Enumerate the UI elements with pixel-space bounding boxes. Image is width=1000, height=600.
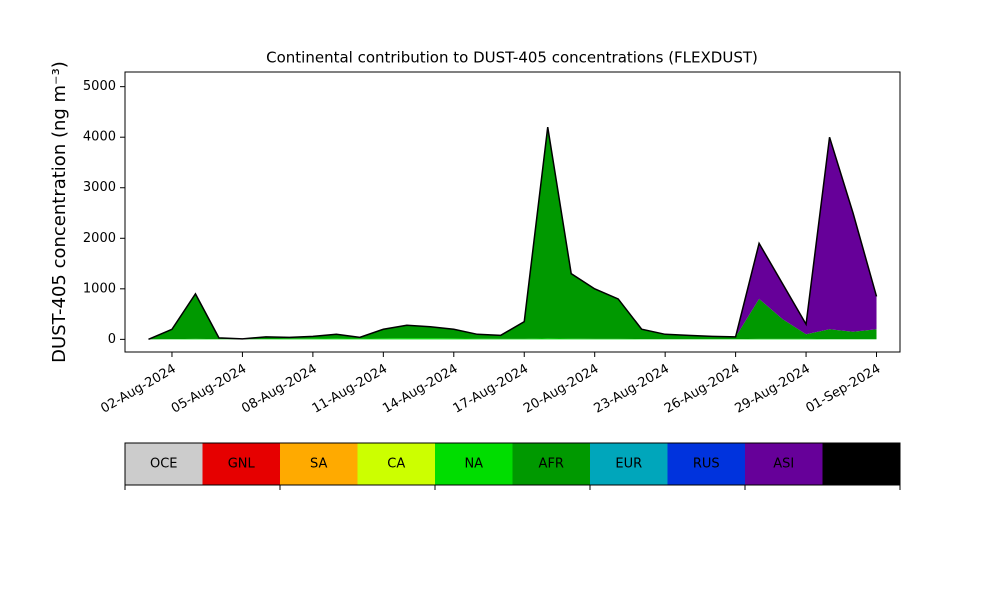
total-outline: [148, 126, 878, 341]
legend-swatch: [202, 443, 280, 485]
legend-label: SA: [310, 457, 327, 472]
legend-swatch: [590, 443, 668, 485]
legend-label: NA: [464, 457, 483, 472]
y-tick-label: 5000: [83, 79, 116, 94]
legend-ticks: [124, 485, 901, 490]
legend-label: AFR: [539, 457, 564, 472]
legend-label: GNL: [228, 457, 256, 472]
legend-swatch: [512, 443, 590, 485]
chart-title: Continental contribution to DUST-405 con…: [266, 49, 758, 67]
legend-swatch: [822, 443, 900, 485]
y-tick-label: 3000: [83, 180, 116, 195]
legend-label: EUR: [615, 457, 642, 472]
y-tick-label: 2000: [83, 231, 116, 246]
y-tick-label: 0: [108, 332, 116, 347]
y-axis-label: DUST-405 concentration (ng m⁻³): [49, 61, 70, 363]
legend-swatch: [125, 443, 203, 485]
legend: OCE GNL SA CA NA AFR EUR RUS ASI AUS: [124, 442, 901, 486]
legend-label: ASI: [773, 457, 794, 472]
legend-label: OCE: [150, 457, 178, 472]
legend-label: RUS: [693, 457, 720, 472]
legend-swatch: [745, 443, 823, 485]
legend-swatch: [435, 443, 513, 485]
y-tick-label: 1000: [83, 281, 116, 296]
legend-label: CA: [387, 457, 405, 472]
legend-swatch: [280, 443, 358, 485]
legend-label: AUS: [848, 457, 875, 472]
plot-frame: [124, 71, 901, 353]
legend-swatch: [357, 443, 435, 485]
area: [148, 338, 877, 340]
y-tick-label: 4000: [83, 130, 116, 145]
legend-frame: [124, 442, 901, 486]
legend-swatch: [667, 443, 745, 485]
